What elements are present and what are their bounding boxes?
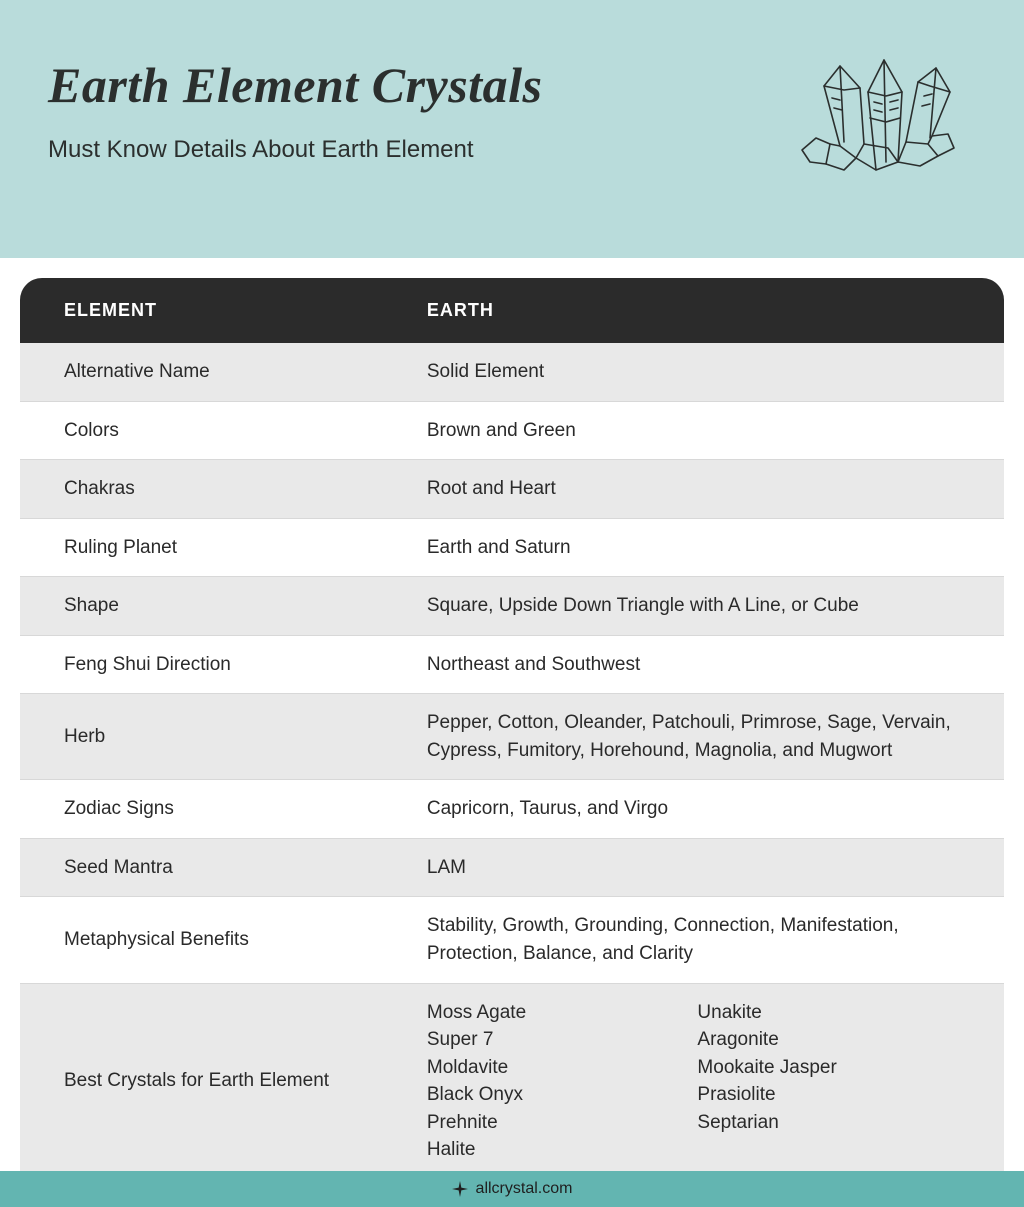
table-row: Alternative NameSolid Element	[20, 343, 1004, 402]
table-row: Zodiac SignsCapricorn, Taurus, and Virgo	[20, 780, 1004, 839]
crystal-item: Mookaite Jasper	[697, 1054, 960, 1082]
crystal-item: Moldavite	[427, 1054, 690, 1082]
row-label: Chakras	[64, 475, 427, 503]
crystal-item: Super 7	[427, 1026, 690, 1054]
crystal-col1: Moss AgateSuper 7MoldaviteBlack OnyxPreh…	[427, 999, 690, 1164]
table-header-right: EARTH	[427, 300, 960, 321]
table-row: HerbPepper, Cotton, Oleander, Patchouli,…	[20, 694, 1004, 780]
table-row: ColorsBrown and Green	[20, 402, 1004, 461]
header: Earth Element Crystals Must Know Details…	[0, 0, 1024, 258]
table-row: Ruling PlanetEarth and Saturn	[20, 519, 1004, 578]
crystal-item: Aragonite	[697, 1026, 960, 1054]
row-label: Metaphysical Benefits	[64, 926, 427, 954]
footer: allcrystal.com	[0, 1171, 1024, 1207]
table-row: Feng Shui DirectionNortheast and Southwe…	[20, 636, 1004, 695]
details-table: ELEMENT EARTH Alternative NameSolid Elem…	[20, 278, 1004, 1180]
footer-site: allcrystal.com	[476, 1180, 573, 1198]
row-label: Ruling Planet	[64, 534, 427, 562]
table-body: Alternative NameSolid ElementColorsBrown…	[20, 343, 1004, 1180]
crystal-item: Septarian	[697, 1109, 960, 1137]
crystal-item: Prasiolite	[697, 1081, 960, 1109]
row-label: Shape	[64, 592, 427, 620]
table-row: Metaphysical BenefitsStability, Growth, …	[20, 897, 1004, 983]
row-label: Zodiac Signs	[64, 795, 427, 823]
crystal-item: Moss Agate	[427, 999, 690, 1027]
row-value: Pepper, Cotton, Oleander, Patchouli, Pri…	[427, 709, 960, 764]
row-label: Colors	[64, 417, 427, 445]
row-label: Herb	[64, 723, 427, 751]
row-value: LAM	[427, 854, 960, 882]
row-label: Alternative Name	[64, 358, 427, 386]
crystal-item: Prehnite	[427, 1109, 690, 1137]
crystal-col2: UnakiteAragoniteMookaite JasperPrasiolit…	[697, 999, 960, 1164]
sparkle-icon	[452, 1181, 468, 1197]
row-value: Northeast and Southwest	[427, 651, 960, 679]
row-value: Earth and Saturn	[427, 534, 960, 562]
table-row: Seed MantraLAM	[20, 839, 1004, 898]
row-value: Square, Upside Down Triangle with A Line…	[427, 592, 960, 620]
table-row-crystals: Best Crystals for Earth ElementMoss Agat…	[20, 984, 1004, 1180]
crystal-item: Black Onyx	[427, 1081, 690, 1109]
table-header: ELEMENT EARTH	[20, 278, 1004, 343]
crystal-item: Halite	[427, 1136, 690, 1164]
row-value: Capricorn, Taurus, and Virgo	[427, 795, 960, 823]
table-header-left: ELEMENT	[64, 300, 427, 321]
crystal-icon	[790, 52, 970, 192]
crystal-item: Unakite	[697, 999, 960, 1027]
row-value: Stability, Growth, Grounding, Connection…	[427, 912, 960, 967]
row-value-crystals: Moss AgateSuper 7MoldaviteBlack OnyxPreh…	[427, 999, 960, 1164]
row-label: Seed Mantra	[64, 854, 427, 882]
row-value: Brown and Green	[427, 417, 960, 445]
table-row: ChakrasRoot and Heart	[20, 460, 1004, 519]
row-label: Feng Shui Direction	[64, 651, 427, 679]
row-value: Solid Element	[427, 358, 960, 386]
table-row: ShapeSquare, Upside Down Triangle with A…	[20, 577, 1004, 636]
row-value: Root and Heart	[427, 475, 960, 503]
row-label: Best Crystals for Earth Element	[64, 1067, 427, 1095]
